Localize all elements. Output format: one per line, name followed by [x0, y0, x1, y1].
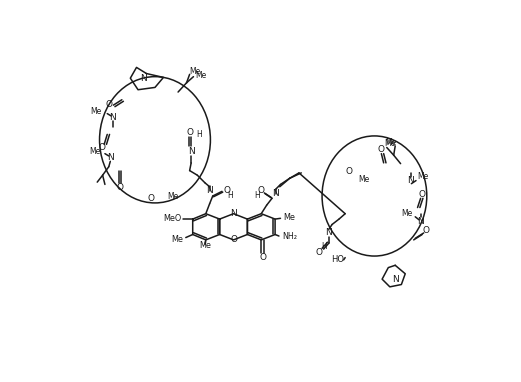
Text: N: N — [272, 189, 279, 198]
Text: O: O — [419, 190, 426, 199]
Text: O: O — [223, 186, 230, 195]
Text: H: H — [196, 130, 202, 139]
Text: HO: HO — [331, 256, 344, 264]
Text: O: O — [259, 253, 266, 262]
Text: N: N — [417, 217, 424, 226]
Text: O: O — [423, 226, 429, 235]
Text: H: H — [255, 191, 260, 201]
Text: O: O — [147, 194, 155, 203]
Text: MeO: MeO — [163, 214, 181, 223]
Text: N: N — [107, 153, 114, 162]
Text: N: N — [393, 275, 400, 284]
Text: H: H — [228, 191, 233, 201]
Text: Me: Me — [91, 107, 102, 116]
Text: Me: Me — [167, 192, 178, 201]
Text: N: N — [206, 186, 213, 195]
Text: N: N — [326, 228, 332, 238]
Text: N: N — [109, 113, 116, 122]
Text: O: O — [105, 100, 113, 109]
Text: O: O — [258, 186, 265, 195]
Text: N: N — [188, 147, 194, 156]
Text: O: O — [345, 167, 353, 176]
Text: Me: Me — [171, 235, 183, 244]
Text: Me: Me — [401, 209, 412, 218]
Text: O: O — [117, 183, 124, 192]
Text: Me: Me — [190, 67, 201, 76]
Text: O: O — [230, 235, 237, 244]
Text: Me: Me — [384, 139, 395, 148]
Text: Me: Me — [358, 175, 369, 183]
Text: NH₂: NH₂ — [282, 231, 297, 241]
Text: Me: Me — [195, 71, 206, 79]
Text: O: O — [187, 128, 194, 138]
Text: N: N — [140, 74, 147, 83]
Text: O: O — [316, 248, 322, 257]
Text: Me: Me — [89, 147, 101, 156]
Text: Me: Me — [417, 172, 429, 181]
Text: Me: Me — [385, 138, 396, 147]
Text: H: H — [321, 242, 327, 251]
Text: O: O — [378, 144, 385, 154]
Text: N: N — [407, 176, 414, 185]
Text: N: N — [230, 209, 237, 218]
Text: O: O — [98, 143, 105, 152]
Text: Me: Me — [283, 213, 295, 222]
Text: Me: Me — [199, 241, 211, 250]
